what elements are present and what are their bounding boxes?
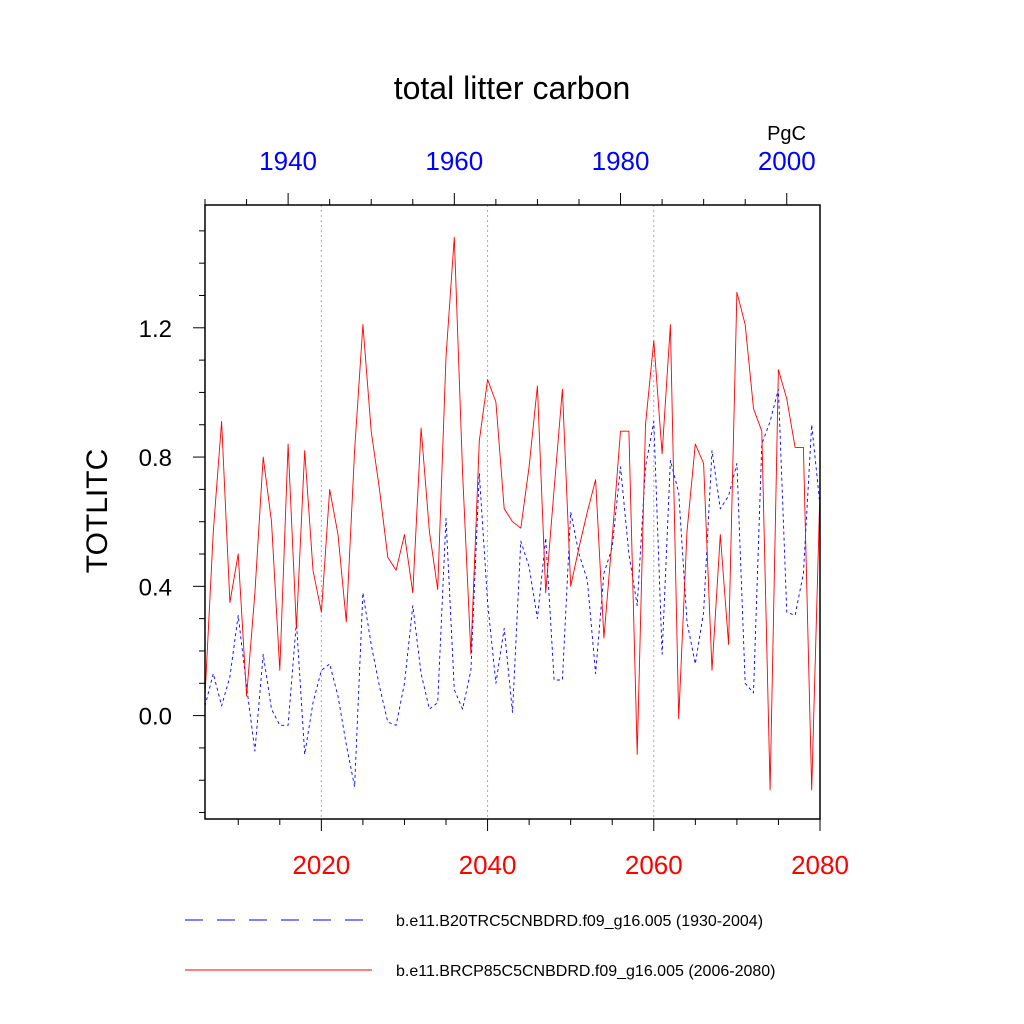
bottom-tick-label: 2060 <box>625 850 683 880</box>
axis-ticks <box>193 193 821 831</box>
y-tick-label: 0.8 <box>139 445 172 472</box>
chart-title: total litter carbon <box>394 70 631 106</box>
y-tick-label: 0.0 <box>139 704 172 731</box>
legend: b.e11.B20TRC5CNBDRD.f09_g16.005 (1930-20… <box>185 913 775 980</box>
plot-frame <box>204 204 821 820</box>
tick-labels: 0.0 0.4 0.8 1.2 2020 2040 2060 2080 1940 1960 1980… <box>139 146 849 880</box>
legend-label-historical: b.e11.B20TRC5CNBDRD.f09_g16.005 (1930-20… <box>396 913 763 930</box>
top-tick-label: 2000 <box>758 146 816 176</box>
y-tick-label: 1.2 <box>139 316 172 343</box>
vertical-gridlines <box>320 205 655 819</box>
series-line-rcp85 <box>204 236 821 791</box>
bottom-tick-label: 2040 <box>459 850 517 880</box>
series-layer <box>204 236 821 791</box>
y-axis-label: TOTLITC <box>81 449 114 573</box>
top-tick-label: 1940 <box>259 146 317 176</box>
series-line-historical <box>204 388 821 788</box>
legend-label-rcp85: b.e11.BRCP85C5CNBDRD.f09_g16.005 (2006-2… <box>396 963 775 980</box>
top-tick-label: 1960 <box>425 146 483 176</box>
bottom-tick-label: 2080 <box>791 850 849 880</box>
y-tick-label: 0.4 <box>139 574 172 601</box>
bottom-tick-label: 2020 <box>292 850 350 880</box>
units-label: PgC <box>767 123 806 145</box>
top-tick-label: 1980 <box>592 146 650 176</box>
